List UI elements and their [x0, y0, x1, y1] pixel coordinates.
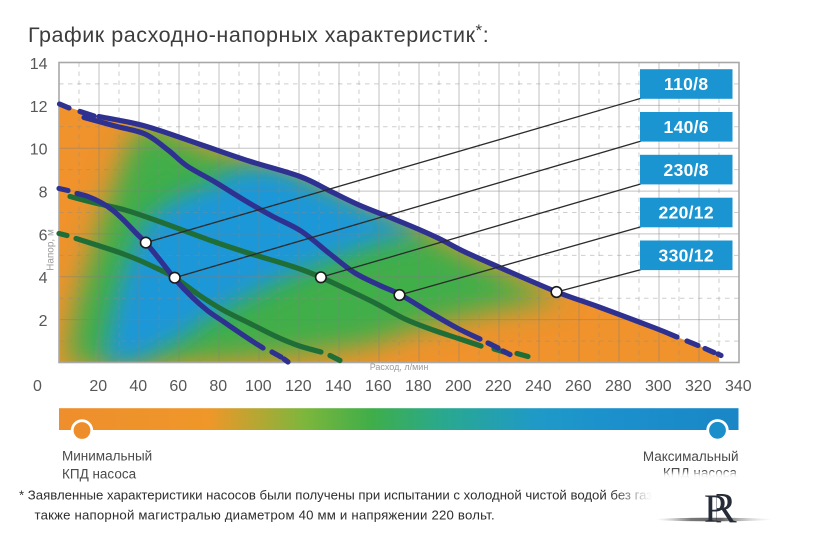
svg-text:110/8: 110/8: [664, 74, 708, 94]
svg-text:160: 160: [365, 378, 392, 395]
svg-text:6: 6: [39, 227, 48, 244]
svg-text:12: 12: [30, 99, 48, 116]
svg-text:320: 320: [685, 378, 712, 395]
svg-text:100: 100: [245, 378, 272, 395]
svg-text:140: 140: [325, 378, 352, 395]
svg-text:P: P: [704, 486, 726, 531]
svg-text:240: 240: [525, 378, 552, 395]
svg-text:0: 0: [33, 378, 42, 395]
svg-text:также напорной магистралью диа: также напорной магистралью диаметром 40 …: [35, 508, 495, 523]
svg-text:120: 120: [285, 378, 312, 395]
svg-text:* Заявленные характеристики на: * Заявленные характеристики насосов были…: [19, 488, 660, 503]
svg-text:Расход, л/мин: Расход, л/мин: [370, 362, 429, 372]
svg-text:340: 340: [725, 378, 752, 395]
svg-text:80: 80: [209, 378, 227, 395]
svg-text:280: 280: [605, 378, 632, 395]
svg-text:60: 60: [169, 378, 187, 395]
svg-text:Максимальный: Максимальный: [643, 449, 739, 464]
svg-text:2: 2: [39, 313, 48, 330]
svg-text:330/12: 330/12: [659, 246, 714, 266]
svg-text:140/6: 140/6: [664, 117, 709, 137]
svg-text:180: 180: [405, 378, 432, 395]
svg-text:260: 260: [565, 378, 592, 395]
svg-text:Напор, м: Напор, м: [46, 229, 57, 271]
svg-text:200: 200: [445, 378, 472, 395]
svg-text:4: 4: [39, 270, 48, 287]
svg-text:10: 10: [30, 142, 48, 159]
svg-text:300: 300: [645, 378, 672, 395]
svg-text:R: R: [708, 486, 737, 533]
svg-text:График расходно-напорных харак: График расходно-напорных характеристик*:: [28, 21, 489, 47]
svg-text:20: 20: [89, 378, 107, 395]
svg-text:КПД насоса: КПД насоса: [62, 467, 137, 482]
svg-text:40: 40: [129, 378, 147, 395]
svg-text:220/12: 220/12: [659, 203, 714, 223]
svg-text:14: 14: [30, 56, 48, 73]
svg-text:8: 8: [39, 185, 48, 202]
svg-text:220: 220: [485, 378, 512, 395]
svg-text:Минимальный: Минимальный: [62, 449, 152, 464]
svg-text:230/8: 230/8: [664, 160, 709, 180]
